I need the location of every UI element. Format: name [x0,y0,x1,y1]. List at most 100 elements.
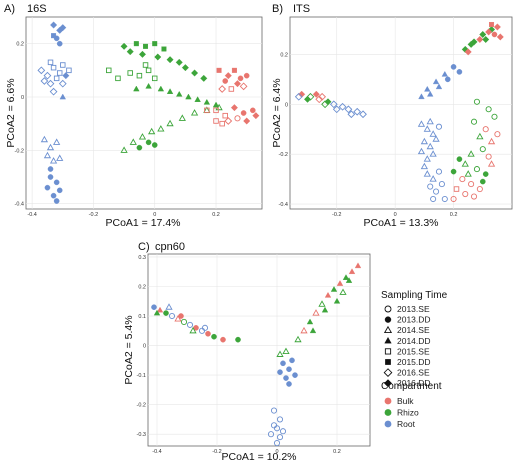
panel-c-ytick-label: 0.3 [138,255,146,261]
panel-a-xtick-label: -0.4 [27,212,36,218]
data-point [479,30,487,38]
legend-key-bulk [384,397,392,405]
data-point [430,195,437,203]
data-point [44,184,51,191]
data-point [136,72,143,79]
data-point [243,117,251,125]
legend-key-root [384,420,392,428]
data-point [190,109,199,116]
data-point [303,95,312,103]
data-point [482,171,489,177]
data-point [470,118,478,125]
legend-compartment-label: Root [397,419,416,429]
data-point [49,157,58,164]
data-point [420,137,428,145]
data-point [43,151,52,159]
panel-b-xtick-label: 0 [394,212,397,218]
data-point [175,58,183,66]
data-point [426,142,434,150]
panel-c-ylabel: PCoA2 = 5.4% [123,315,135,384]
panel-a-ytick-label: 0 [21,95,24,101]
data-point [479,146,486,153]
data-point [176,90,183,97]
data-point [120,42,128,50]
legend-sampling-label: 2015.SE [397,346,430,356]
data-point [429,150,437,157]
panel-b-ytick-label: -0.2 [279,152,288,158]
data-point [473,166,480,173]
data-point [354,262,362,269]
legend-sampling-label: 2014.DD [397,336,431,346]
data-point [324,291,332,298]
panel-a-ytick-label: -0.2 [15,148,24,154]
data-point [46,79,55,88]
data-point [338,102,347,111]
data-point [240,110,247,116]
data-point [178,313,184,319]
panel-a-title: 16S [27,3,47,15]
data-point [312,90,320,98]
data-point [201,324,209,331]
data-point [438,181,445,188]
data-point [166,88,174,94]
data-point [473,98,480,105]
data-point [186,321,194,328]
data-point [152,41,158,47]
panel-c-ytick-label: 0.2 [138,284,146,290]
data-point [461,160,469,167]
data-point [276,416,284,423]
data-point [432,78,440,85]
data-point [333,297,341,304]
data-point [482,126,489,133]
data-point [294,335,302,343]
data-point [235,336,241,343]
panel-a-xtick-label: -0.2 [89,212,98,218]
data-point [53,198,60,204]
data-point [153,309,161,316]
data-point [487,137,496,145]
data-point [456,156,463,162]
panel-a-xlabel: PCoA1 = 17.4% [105,217,180,229]
data-point [163,310,169,316]
data-point [148,127,156,135]
data-point [185,93,192,100]
data-point [467,150,475,157]
panel-b-xtick-label: 0.2 [450,212,458,218]
data-point [441,195,448,203]
legend-key-diamond-open [383,368,393,377]
panel-c-xtick-label: -0.2 [212,449,221,455]
data-point [66,67,72,74]
data-point [347,110,356,119]
data-point [487,160,496,167]
data-point [239,82,248,91]
data-point [432,135,440,142]
data-point [142,62,149,68]
panel-a-ylabel: PCoA2 = 6.6% [5,78,17,147]
legend-sampling-label: 2015.DD [397,357,431,367]
data-point [418,93,425,100]
panel-c-ytick-label: -0.1 [137,373,146,379]
data-point [276,434,284,441]
data-point [166,56,174,64]
panel-b-title: ITS [293,3,310,15]
data-point [213,107,219,114]
data-point [60,62,66,68]
panel-c-grid [148,254,370,446]
panel-a-xtick-label: 0.2 [212,212,220,218]
panel-c-ticks: -0.4 -0.2 0 0.2 -0.3 -0.2 -0.1 0 0.1 0.2 0.3 [137,255,341,455]
data-point [276,350,284,357]
data-point [277,369,283,375]
data-point [435,168,443,175]
panel-a-grid [26,17,262,209]
data-point [50,192,57,199]
data-point [216,67,222,73]
data-point [151,75,158,82]
data-point [47,174,54,180]
legend-key-triangle-open [383,325,393,334]
legend-sampling-title: Sampling Time [381,290,448,301]
data-point [312,309,320,316]
legend-key-circle-filled [384,316,392,323]
data-point [482,35,490,43]
